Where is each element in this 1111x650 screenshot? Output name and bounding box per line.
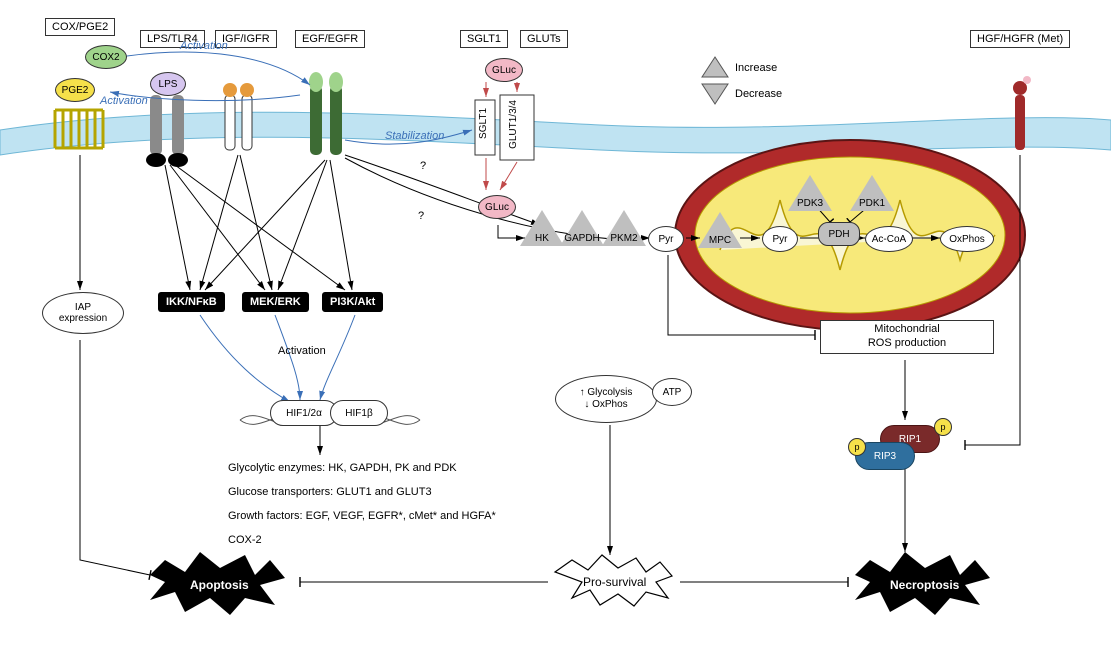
box-mek-erk: MEK/ERK (242, 292, 309, 312)
anno-activation-2: Activation (100, 95, 148, 107)
mol-cox2: COX2 (85, 45, 127, 69)
anno-activation-3: Activation (278, 345, 326, 357)
tri-pkm2: PKM2 (602, 210, 646, 246)
tri-pdk1: PDK1 (850, 175, 894, 211)
label-mito-ros: Mitochondrial ROS production (820, 320, 994, 354)
mol-iap: IAP expression (42, 292, 124, 334)
bubble-glycolysis: ↑ Glycolysis ↓ OxPhos (555, 375, 657, 423)
tri-gapdh: GAPDH (560, 210, 604, 246)
mol-hif12a: HIF1/2α (270, 400, 338, 426)
legend-increase-label: Increase (735, 62, 777, 74)
label-hgf: HGF/HGFR (Met) (970, 30, 1070, 48)
tri-hk: HK (520, 210, 564, 246)
label-sglt1: SGLT1 (460, 30, 508, 48)
legend-increase-icon (700, 55, 730, 79)
label-necroptosis: Necroptosis (890, 578, 959, 592)
box-pi3k-akt: PI3K/Akt (322, 292, 383, 312)
label-gluts: GLUTs (520, 30, 568, 48)
targets-l2: Glucose transporters: GLUT1 and GLUT3 (228, 486, 432, 498)
mol-hif1b: HIF1β (330, 400, 388, 426)
phos-rip3: p (848, 438, 866, 456)
gpcr-icon (55, 110, 103, 148)
label-glut134-v: GLUT1/3/4 (508, 100, 519, 149)
legend-decrease-label: Decrease (735, 88, 782, 100)
box-ikk-nfkb: IKK/NFκB (158, 292, 225, 312)
label-cox-pge2: COX/PGE2 (45, 18, 115, 36)
membrane (0, 112, 1111, 155)
anno-activation-1: Activation (180, 40, 228, 52)
mol-pdh: PDH (818, 222, 860, 246)
phos-rip1: p (934, 418, 952, 436)
mol-oxphos: OxPhos (940, 226, 994, 252)
mol-gluc-out: GLuc (485, 58, 523, 82)
legend-decrease-icon (700, 82, 730, 106)
anno-stabilization: Stabilization (385, 130, 444, 142)
mol-pyr1: Pyr (648, 226, 684, 252)
targets-l3: Growth factors: EGF, VEGF, EGFR*, cMet* … (228, 510, 496, 522)
tri-pdk3: PDK3 (788, 175, 832, 211)
label-apoptosis: Apoptosis (190, 578, 249, 592)
label-prosurvival: Pro-survival (583, 575, 646, 589)
mol-accoa: Ac-CoA (865, 226, 913, 252)
targets-l4: COX-2 (228, 534, 262, 546)
mol-atp: ATP (652, 378, 692, 406)
mol-pyr2: Pyr (762, 226, 798, 252)
mol-gluc-in: GLuc (478, 195, 516, 219)
anno-q2: ? (418, 210, 424, 222)
label-sglt1-v: SGLT1 (478, 108, 489, 139)
mol-pge2: PGE2 (55, 78, 95, 102)
label-egf-egfr: EGF/EGFR (295, 30, 365, 48)
mol-lps: LPS (150, 72, 186, 96)
tri-mpc: MPC (698, 212, 742, 248)
anno-q1: ? (420, 160, 426, 172)
targets-l1: Glycolytic enzymes: HK, GAPDH, PK and PD… (228, 462, 457, 474)
